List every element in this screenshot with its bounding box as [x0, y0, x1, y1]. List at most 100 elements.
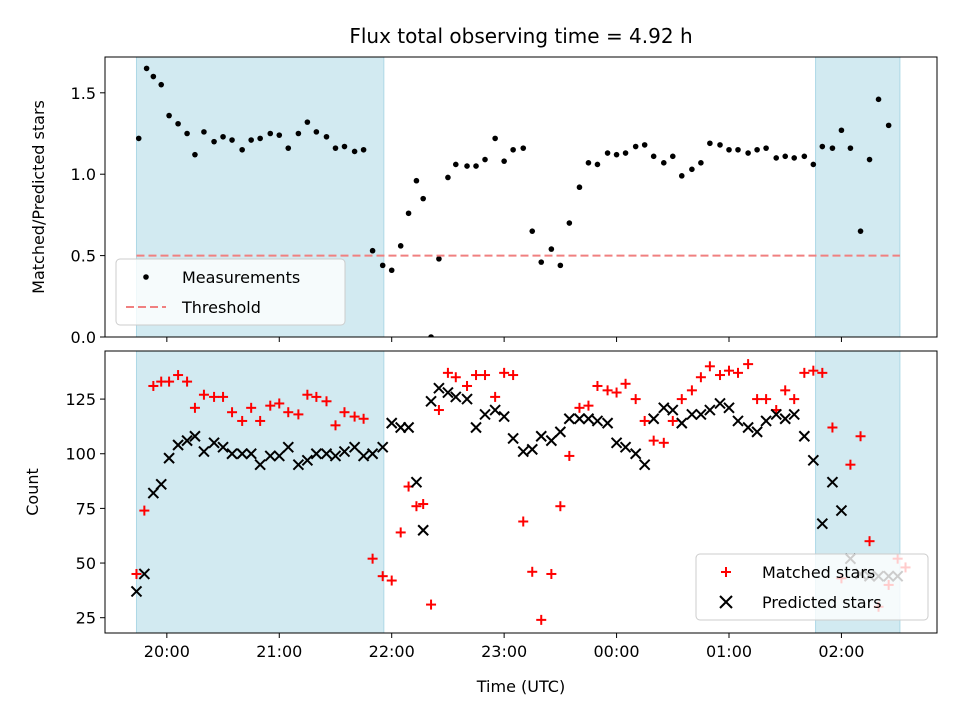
matched-star-point: [564, 450, 575, 461]
predicted-star-point: [667, 404, 679, 416]
predicted-star-point: [517, 445, 529, 458]
matched-star-point: [433, 405, 444, 416]
predicted-star-point: [163, 452, 175, 464]
matched-star-point: [377, 571, 388, 582]
matched-star-point: [630, 394, 641, 405]
legend-box: [695, 553, 929, 621]
predicted-star-point: [181, 434, 193, 447]
measurement-point: [707, 140, 713, 147]
x-axis-label: Time (UTC): [476, 677, 565, 696]
y-tick-label: 100: [65, 445, 96, 464]
predicted-star-point: [779, 413, 791, 425]
measurement-point: [295, 130, 302, 137]
matched-star-point: [724, 365, 734, 376]
measurement-point: [452, 161, 459, 168]
matched-star-point: [349, 411, 360, 422]
predicted-star-point: [479, 408, 491, 421]
predicted-star-point: [310, 448, 323, 460]
predicted-star-point: [366, 448, 379, 460]
matched-star-point: [602, 385, 613, 396]
predicted-star-point: [732, 415, 744, 427]
measurement-point: [689, 166, 695, 173]
measurement-point: [436, 256, 442, 262]
shaded-span: [135, 350, 385, 634]
measurement-point: [211, 138, 217, 145]
predicted-star-point: [130, 585, 143, 598]
predicted-star-point: [638, 458, 651, 471]
measurement-point: [473, 163, 479, 169]
predicted-star-point: [760, 415, 772, 427]
measurement-point: [428, 334, 434, 337]
measurement-point: [510, 146, 516, 153]
measurement-point: [847, 145, 854, 151]
matched-star-point: [426, 599, 437, 610]
matched-star-point: [658, 437, 669, 448]
matched-star-point: [386, 575, 397, 586]
matched-star-point: [164, 376, 175, 387]
predicted-star-point: [301, 454, 314, 467]
predicted-star-point: [723, 402, 735, 414]
legend-label: Matched stars: [762, 563, 875, 582]
measurement-point: [360, 146, 367, 153]
matched-star-point: [780, 385, 791, 396]
measurement-point: [773, 155, 780, 161]
measurement-point: [445, 174, 451, 181]
matched-star-point: [574, 402, 585, 413]
measurement-point: [150, 73, 157, 80]
measurement-point: [650, 153, 657, 160]
matched-star-point: [686, 385, 697, 396]
matched-star-point: [274, 398, 285, 409]
matched-star-point: [799, 367, 810, 378]
predicted-star-point: [686, 408, 698, 421]
matched-star-point: [189, 402, 200, 413]
x-tick-label: 20:00: [144, 642, 190, 661]
predicted-star-point: [545, 434, 558, 447]
legend-measurement-swatch: [143, 274, 149, 280]
matched-star-point: [395, 527, 406, 538]
measurement-point: [819, 143, 826, 150]
predicted-star-point: [433, 382, 445, 394]
measurement-point: [726, 146, 732, 153]
y-tick-label: 1.5: [71, 84, 96, 103]
measurement-point: [220, 133, 226, 140]
predicted-star-point: [742, 421, 754, 434]
matched-star-point: [845, 459, 856, 470]
measurement-point: [529, 228, 536, 234]
measurement-point: [175, 120, 181, 127]
measurement-point: [576, 184, 583, 191]
predicted-star-point: [450, 391, 462, 403]
matched-star-point: [358, 413, 369, 424]
matched-star-point: [527, 566, 538, 577]
matched-star-point: [789, 394, 800, 405]
predicted-star-point: [226, 448, 238, 460]
measurement-point: [379, 262, 386, 269]
predicted-star-point: [816, 517, 829, 530]
y-tick-label: 0.5: [71, 247, 96, 266]
plot-area: [135, 65, 900, 337]
x-tick-label: 01:00: [706, 642, 752, 661]
predicted-star-point: [582, 413, 595, 425]
predicted-star-point: [507, 432, 519, 445]
measurement-point: [341, 143, 348, 150]
predicted-star-point: [826, 476, 839, 488]
measurement-point: [135, 135, 142, 142]
matched-star-point: [209, 391, 220, 402]
predicted-star-point: [647, 413, 660, 425]
predicted-star-point: [264, 450, 276, 462]
measurement-point: [201, 129, 207, 135]
matched-star-point: [761, 394, 772, 405]
shaded-span: [815, 56, 901, 338]
matched-star-point: [704, 361, 715, 372]
measurement-point: [604, 150, 611, 156]
predicted-star-point: [292, 458, 305, 471]
measurement-point: [866, 156, 873, 163]
matched-star-point: [499, 367, 510, 378]
measurement-point: [158, 81, 165, 88]
x-tick-label: 21:00: [256, 642, 302, 661]
ratio-panel: 0.0 0.5 1.0 1.5 Matched/Predicted stars Measu…: [29, 56, 938, 347]
matched-star-point: [462, 380, 473, 391]
matched-star-point: [715, 370, 726, 381]
measurement-point: [332, 145, 339, 151]
predicted-star-point: [554, 426, 567, 438]
